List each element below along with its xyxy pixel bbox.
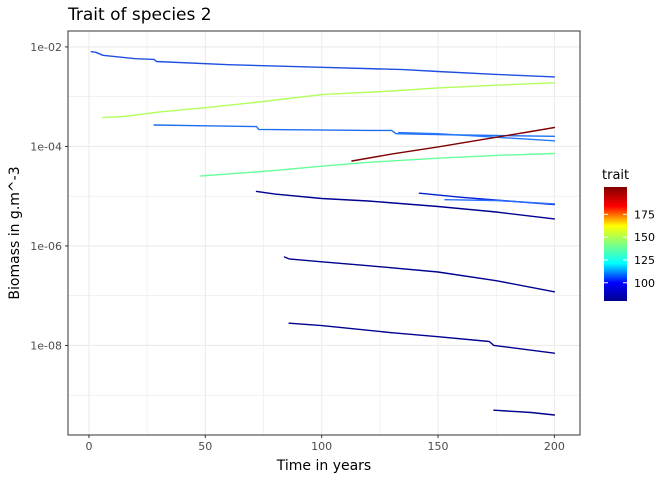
legend-tick-label: 175 bbox=[634, 208, 655, 221]
x-axis: 0 50 100 150 200 bbox=[85, 435, 565, 453]
legend-tick-label: 125 bbox=[634, 254, 655, 267]
series-line-9 bbox=[444, 198, 556, 205]
plot-panel bbox=[68, 31, 580, 435]
series-line-5 bbox=[351, 126, 556, 162]
legend: trait 100 125 150 175 bbox=[602, 168, 655, 301]
y-tick-label: 1e-06 bbox=[30, 240, 62, 253]
legend-colorbar bbox=[604, 187, 627, 301]
y-tick-label: 1e-02 bbox=[30, 41, 62, 54]
plot-border bbox=[67, 30, 581, 436]
x-tick-label: 200 bbox=[544, 440, 565, 453]
grid-minor bbox=[68, 31, 580, 435]
grid-major bbox=[68, 31, 580, 435]
x-axis-title: Time in years bbox=[276, 458, 371, 474]
series-line-3 bbox=[153, 124, 556, 138]
x-tick-label: 0 bbox=[85, 440, 92, 453]
x-tick-label: 150 bbox=[428, 440, 449, 453]
series-line-12 bbox=[493, 409, 556, 416]
y-axis-title: Biomass in g.m^-3 bbox=[7, 166, 23, 299]
series-layer bbox=[90, 51, 556, 416]
series-line-2 bbox=[102, 82, 556, 119]
x-tick-label: 50 bbox=[198, 440, 212, 453]
series-line-11 bbox=[288, 322, 556, 354]
series-line-1 bbox=[90, 51, 556, 78]
y-axis: 1e-02 1e-04 1e-06 1e-08 bbox=[30, 41, 68, 352]
legend-ticks: 100 125 150 175 bbox=[604, 208, 655, 290]
series-line-4 bbox=[397, 131, 556, 142]
legend-tick-label: 150 bbox=[634, 231, 655, 244]
x-tick-label: 100 bbox=[311, 440, 332, 453]
legend-tick-label: 100 bbox=[634, 277, 655, 290]
series-line-7 bbox=[255, 190, 556, 220]
y-tick-label: 1e-08 bbox=[30, 339, 62, 352]
legend-title: trait bbox=[602, 168, 629, 183]
series-line-6 bbox=[199, 152, 556, 177]
series-line-10 bbox=[283, 256, 556, 293]
y-tick-label: 1e-04 bbox=[30, 140, 62, 153]
chart-title: Trait of species 2 bbox=[67, 5, 212, 25]
